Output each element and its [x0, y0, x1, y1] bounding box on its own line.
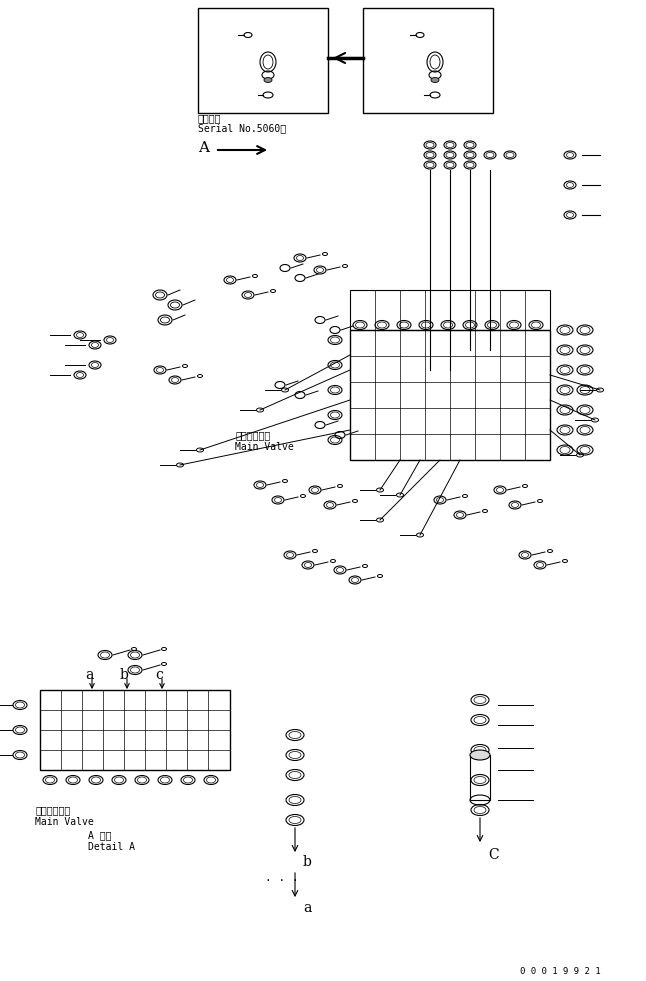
Bar [350, 290, 550, 330]
Text: 適用号機: 適用号機 [198, 113, 222, 123]
Bar [350, 330, 550, 460]
Text: . . .: . . . [265, 873, 298, 883]
Ellipse shape [431, 77, 439, 82]
Text: Main Valve: Main Valve [235, 442, 294, 452]
Bar [363, 8, 493, 113]
Text: A: A [198, 141, 209, 155]
Bar [470, 755, 490, 800]
Text: メインバルブ: メインバルブ [35, 805, 70, 815]
Text: a: a [303, 901, 311, 915]
Text: b: b [303, 855, 312, 869]
Text: c: c [155, 668, 163, 682]
Bar [198, 8, 328, 113]
Bar [40, 690, 230, 770]
Text: Serial No.5060～: Serial No.5060～ [198, 123, 286, 133]
Text: a: a [85, 668, 94, 682]
Text: A 詳細: A 詳細 [88, 830, 112, 840]
Text: 0 0 0 1 9 9 2 1: 0 0 0 1 9 9 2 1 [520, 967, 601, 976]
Text: Detail A: Detail A [88, 842, 135, 852]
Ellipse shape [264, 77, 272, 82]
Text: b: b [120, 668, 129, 682]
Text: C: C [488, 848, 499, 862]
Text: メインバルブ: メインバルブ [235, 430, 270, 440]
Ellipse shape [470, 750, 490, 760]
Text: Main Valve: Main Valve [35, 817, 94, 827]
